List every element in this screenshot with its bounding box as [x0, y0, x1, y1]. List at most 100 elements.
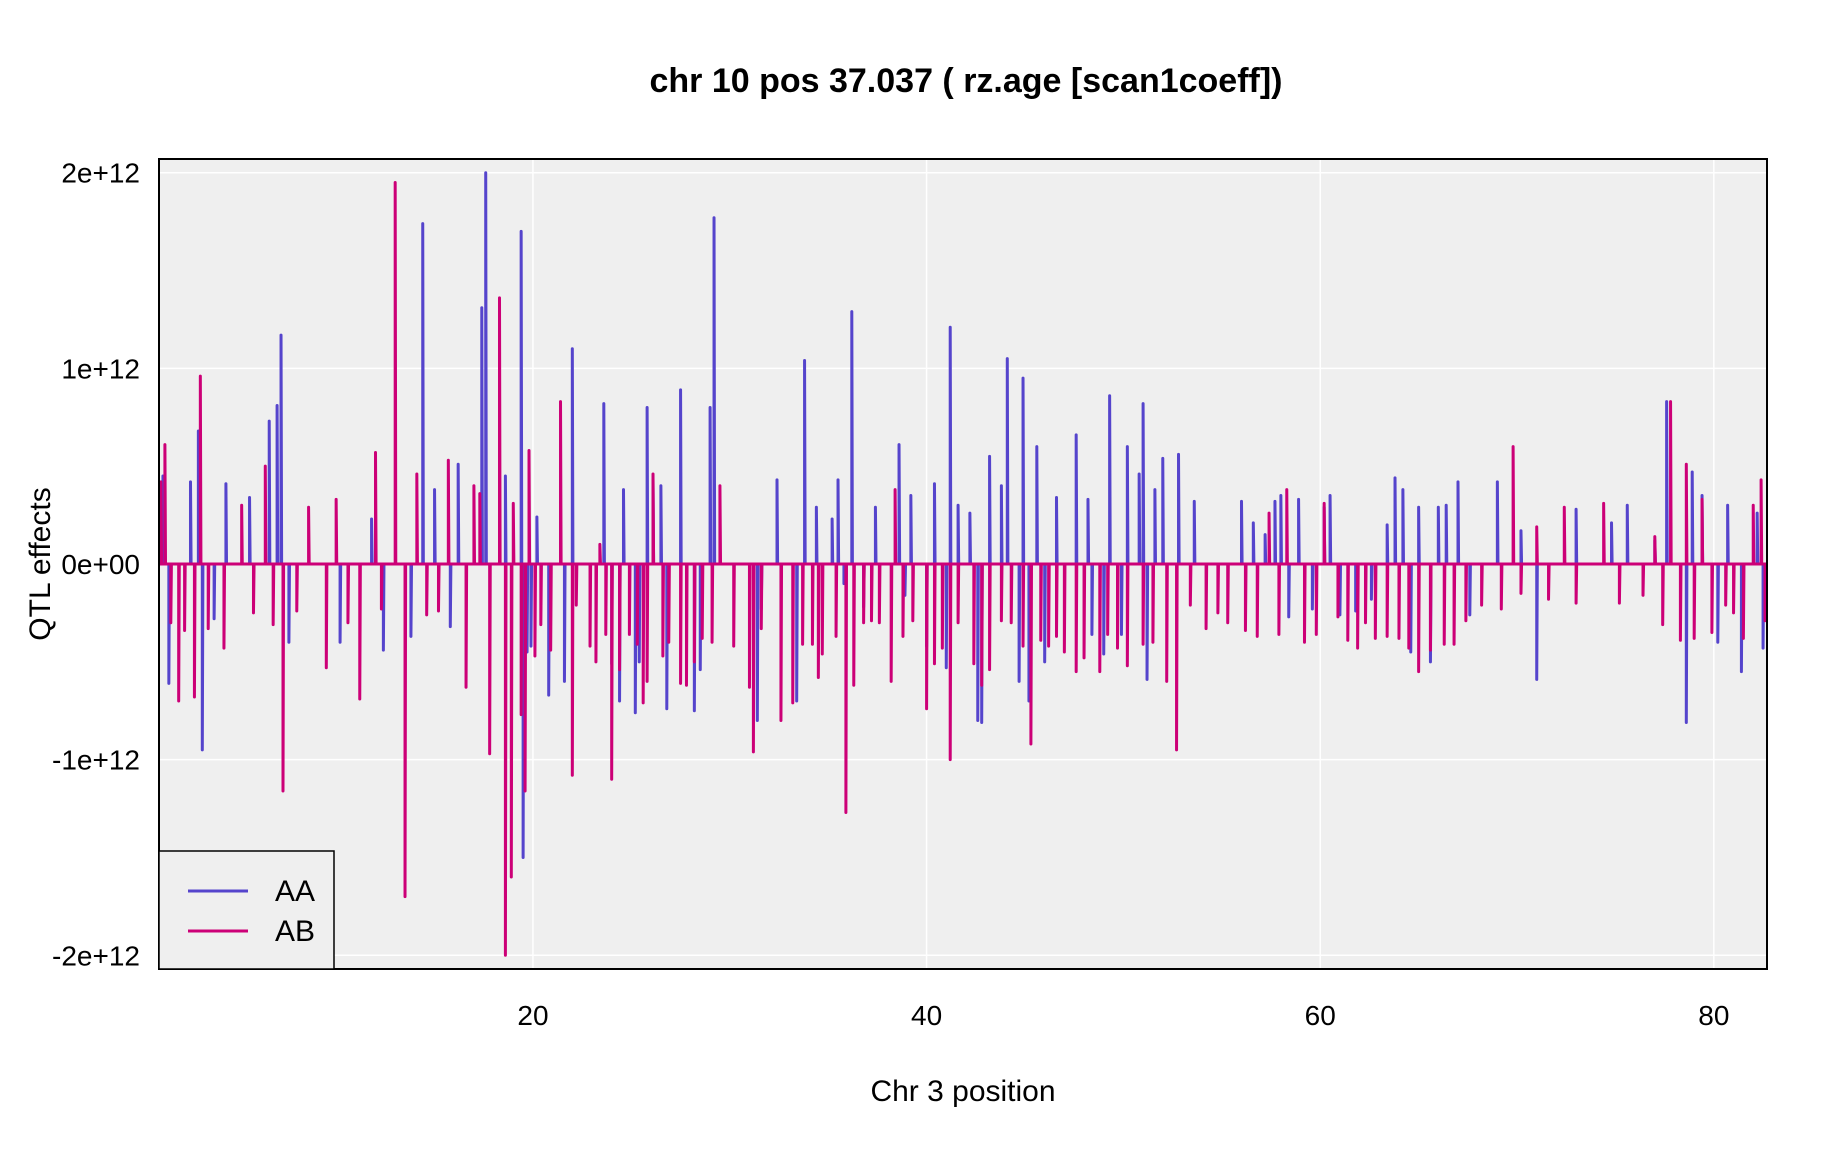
data-point-ab — [1742, 637, 1745, 640]
data-point-ab — [1226, 621, 1229, 624]
data-point-aa — [1028, 700, 1030, 702]
data-point-ab — [295, 610, 298, 612]
data-point-aa — [776, 479, 778, 481]
data-point-aa — [803, 359, 806, 362]
data-point-aa — [1193, 500, 1196, 503]
y-axis-label: QTL effects — [24, 487, 57, 640]
data-point-aa — [1055, 496, 1058, 499]
data-point-ab — [465, 686, 467, 689]
x-tick-label: 20 — [517, 1000, 548, 1031]
data-point-aa — [1726, 504, 1729, 507]
data-point-aa — [433, 488, 436, 491]
data-point-ab — [1047, 645, 1050, 647]
data-point-ab — [1075, 670, 1077, 673]
data-point-aa — [756, 719, 759, 722]
data-point-aa — [949, 326, 952, 329]
data-point-ab — [752, 751, 755, 753]
data-point-aa — [536, 516, 538, 518]
data-point-ab — [1278, 633, 1280, 636]
data-point-ab — [933, 662, 936, 665]
data-point-ab — [902, 635, 904, 638]
data-point-aa — [837, 479, 839, 481]
data-point-aa — [713, 216, 715, 219]
data-point-aa — [1280, 494, 1282, 497]
data-point-ab — [1480, 604, 1483, 606]
data-point-aa — [168, 682, 170, 685]
data-point-ab — [685, 684, 688, 687]
data-point-aa — [563, 680, 566, 683]
data-point-aa — [945, 666, 948, 669]
data-point-aa — [1402, 488, 1404, 491]
data-point-ab — [1732, 612, 1735, 614]
data-point-aa — [1685, 721, 1688, 724]
data-point-ab — [811, 643, 814, 646]
data-point-ab — [307, 506, 310, 509]
data-point-ab — [335, 498, 337, 501]
data-point-ab — [1711, 631, 1713, 634]
data-point-aa — [288, 641, 290, 644]
data-point-ab — [473, 484, 475, 487]
data-point-ab — [1693, 637, 1695, 640]
data-point-ab — [642, 702, 644, 704]
data-point-aa — [1409, 651, 1412, 653]
data-point-ab — [870, 619, 873, 622]
data-point-aa — [1043, 661, 1046, 663]
data-point-aa — [1142, 402, 1144, 405]
data-point-aa — [421, 222, 424, 225]
data-point-aa — [480, 306, 483, 309]
data-point-aa — [1417, 506, 1420, 509]
data-point-aa — [1535, 678, 1538, 681]
data-point-ab — [380, 608, 383, 610]
legend-label-ab: AB — [275, 915, 315, 948]
data-point-ab — [1189, 604, 1192, 606]
data-point-aa — [1716, 641, 1719, 644]
data-point-aa — [1177, 453, 1180, 456]
legend-label-aa: AA — [275, 875, 315, 908]
data-point-aa — [1146, 678, 1148, 681]
data-point-aa — [1665, 400, 1668, 403]
data-point-ab — [1323, 502, 1325, 505]
x-tick-label: 40 — [911, 1000, 942, 1031]
data-point-ab — [1126, 664, 1129, 667]
data-point-ab — [1547, 598, 1550, 601]
data-point-aa — [504, 475, 507, 477]
data-point-ab — [479, 492, 481, 495]
data-point-aa — [1274, 500, 1276, 503]
data-point-aa — [646, 406, 648, 409]
data-point-ab — [534, 655, 536, 657]
data-point-ab — [1142, 643, 1144, 646]
data-point-ab — [498, 297, 501, 299]
data-point-ab — [512, 502, 515, 505]
data-point-aa — [660, 484, 662, 487]
data-point-ab — [791, 702, 794, 704]
data-point-ab — [358, 698, 361, 700]
data-point-aa — [969, 512, 971, 514]
data-point-ab — [164, 443, 166, 446]
data-point-ab — [264, 465, 267, 467]
data-point-ab — [1417, 670, 1420, 673]
data-point-ab — [599, 543, 601, 546]
data-point-aa — [1000, 484, 1003, 487]
data-point-ab — [510, 876, 513, 878]
data-point-ab — [1030, 743, 1032, 745]
data-point-ab — [1175, 749, 1178, 751]
data-point-ab — [1346, 639, 1349, 642]
data-point-aa — [679, 389, 682, 391]
data-point-ab — [1364, 621, 1367, 624]
data-point-aa — [988, 455, 991, 458]
y-tick-label: 0e+00 — [61, 549, 140, 580]
data-point-ab — [1152, 641, 1154, 644]
data-point-aa — [1691, 471, 1694, 473]
data-point-ab — [325, 666, 328, 669]
data-point-ab — [890, 680, 892, 683]
data-point-ab — [1465, 619, 1467, 622]
data-point-aa — [339, 641, 341, 644]
data-point-ab — [437, 610, 440, 612]
data-point-ab — [1752, 504, 1755, 507]
data-point-ab — [404, 895, 406, 898]
data-point-aa — [1087, 498, 1089, 501]
data-point-ab — [1337, 616, 1339, 618]
data-point-ab — [667, 641, 670, 644]
data-point-ab — [595, 661, 597, 663]
